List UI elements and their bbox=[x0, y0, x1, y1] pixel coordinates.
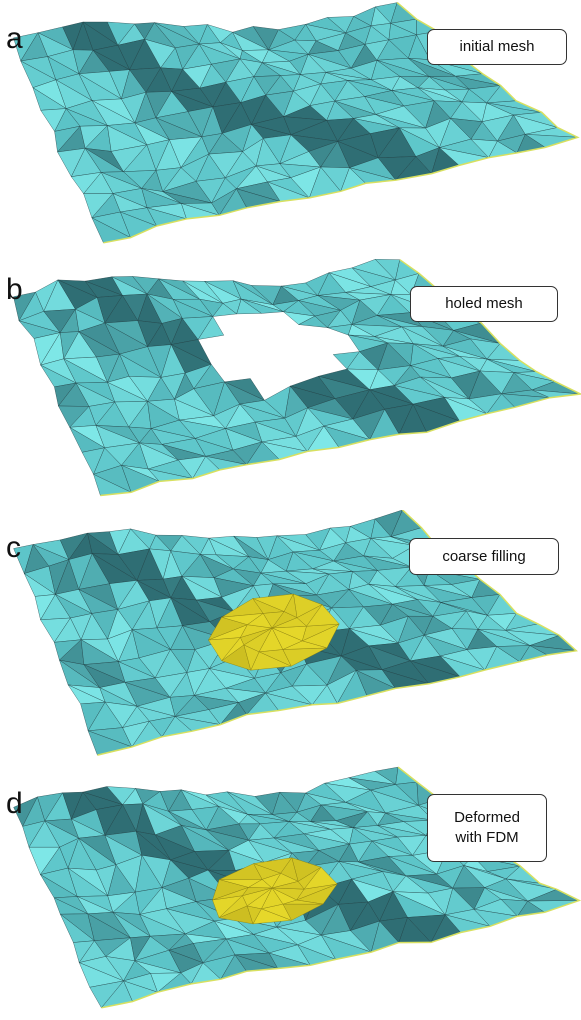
panel-d: d Deformed with FDM bbox=[0, 765, 581, 1020]
caption-deformed-with-fdm: Deformed with FDM bbox=[427, 794, 547, 862]
patch-triangle bbox=[271, 881, 305, 890]
panel-b: b holed mesh bbox=[0, 255, 581, 510]
panel-a: a initial mesh bbox=[0, 0, 581, 255]
panel-label-d: d bbox=[6, 787, 23, 820]
mesh-border bbox=[100, 259, 581, 497]
mesh-triangle bbox=[197, 316, 225, 340]
mesh-border bbox=[103, 2, 580, 244]
deformed-fill-patch bbox=[212, 857, 338, 925]
panel-label-a: a bbox=[6, 22, 23, 55]
mesh-triangle bbox=[241, 298, 284, 314]
panel-label-b: b bbox=[6, 273, 23, 306]
caption-holed-mesh: holed mesh bbox=[410, 286, 558, 322]
terrain-mesh-a bbox=[13, 2, 580, 244]
caption-coarse-filling: coarse filling bbox=[409, 538, 559, 575]
coarse-fill-patch bbox=[207, 593, 340, 671]
terrain-mesh-d bbox=[13, 766, 581, 1009]
mesh-border bbox=[97, 510, 578, 756]
patch-triangle bbox=[271, 617, 307, 629]
panel-c: c coarse filling bbox=[0, 510, 581, 765]
caption-initial-mesh: initial mesh bbox=[427, 29, 567, 65]
mesh-triangle bbox=[395, 766, 418, 785]
terrain-mesh-b bbox=[13, 259, 581, 497]
terrain-mesh-c bbox=[13, 510, 578, 756]
panel-label-c: c bbox=[6, 531, 21, 564]
